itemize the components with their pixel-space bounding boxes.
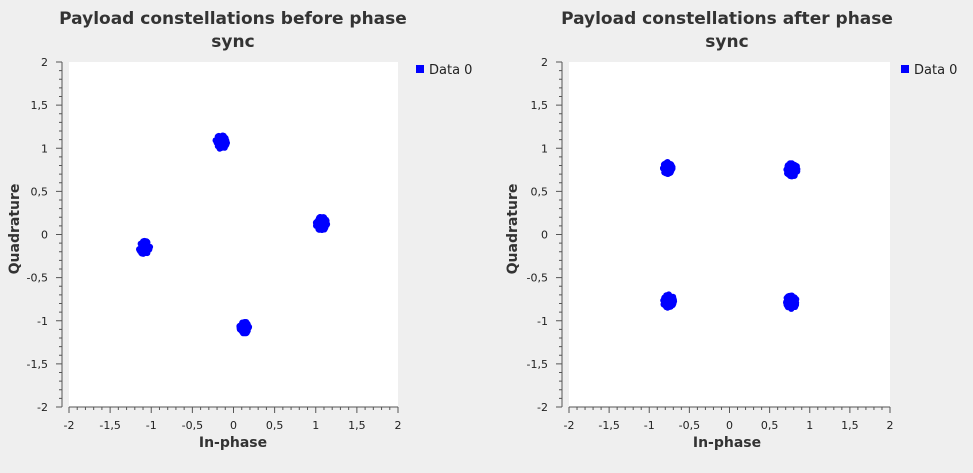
legend: Data 0 bbox=[416, 63, 472, 78]
y-tick-label: 0 bbox=[541, 229, 548, 242]
data-point bbox=[661, 294, 668, 301]
y-tick-label: -2 bbox=[537, 401, 548, 414]
x-tick-label: 0,5 bbox=[266, 419, 284, 432]
x-tick-label: 2 bbox=[395, 419, 402, 432]
y-tick-label: 0 bbox=[41, 229, 48, 242]
y-axis: -2 -1,5 -1 -0,5 0 0,5 1 1,5 2 bbox=[527, 56, 563, 414]
y-axis-label: Quadrature bbox=[505, 184, 521, 275]
legend: Data 0 bbox=[901, 63, 957, 78]
data-points-group bbox=[660, 159, 801, 312]
constellation-cluster bbox=[660, 291, 678, 311]
x-tick-label: 0,5 bbox=[761, 419, 779, 432]
data-point bbox=[323, 217, 330, 224]
y-tick-label: -2 bbox=[37, 401, 48, 414]
data-point bbox=[785, 170, 792, 178]
data-point bbox=[317, 224, 324, 231]
plot-area bbox=[69, 62, 398, 407]
data-point bbox=[662, 166, 669, 173]
x-axis: -2 -1,5 -1 -0,5 0 0,5 1 1,5 2 bbox=[564, 406, 894, 432]
x-tick-label: 2 bbox=[887, 419, 894, 432]
y-tick-label: -0,5 bbox=[527, 272, 548, 285]
x-tick-label: -1,5 bbox=[99, 419, 120, 432]
x-tick-label: 1,5 bbox=[841, 419, 859, 432]
y-tick-label: -1 bbox=[537, 315, 548, 328]
data-point bbox=[790, 172, 798, 179]
x-axis-label: In-phase bbox=[199, 435, 267, 451]
data-point bbox=[136, 246, 143, 253]
chart-title-line-1: Payload constellations before phase bbox=[59, 9, 407, 29]
constellation-cluster bbox=[312, 214, 331, 233]
y-tick-label: 1 bbox=[541, 142, 548, 155]
chart-before-phase-sync: Payload constellations before phase sync… bbox=[7, 9, 472, 451]
constellation-cluster bbox=[783, 292, 800, 312]
x-axis-label: In-phase bbox=[693, 435, 761, 451]
constellation-cluster bbox=[212, 132, 230, 152]
data-point bbox=[664, 160, 671, 168]
constellation-cluster bbox=[136, 237, 154, 257]
x-tick-label: -1 bbox=[146, 419, 157, 432]
legend-label: Data 0 bbox=[914, 63, 957, 78]
data-point bbox=[786, 296, 794, 303]
constellation-cluster bbox=[660, 159, 676, 177]
data-point bbox=[216, 144, 223, 151]
y-tick-label: -1,5 bbox=[27, 358, 48, 371]
x-tick-label: 0 bbox=[726, 419, 733, 432]
plot-area bbox=[569, 62, 890, 407]
legend-marker bbox=[901, 65, 909, 73]
data-point bbox=[788, 160, 796, 167]
x-tick-label: -2 bbox=[64, 419, 75, 432]
chart-title-line-2: sync bbox=[211, 32, 254, 52]
y-tick-label: -1,5 bbox=[527, 358, 548, 371]
legend-marker bbox=[416, 65, 424, 73]
data-point bbox=[142, 247, 149, 255]
y-tick-label: 0,5 bbox=[531, 185, 549, 198]
chart-title-line-2: sync bbox=[705, 32, 748, 52]
x-tick-label: 1,5 bbox=[348, 419, 366, 432]
y-tick-label: 2 bbox=[41, 56, 48, 69]
data-point bbox=[785, 301, 792, 309]
x-tick-label: -1,5 bbox=[598, 419, 619, 432]
chart-after-phase-sync: Payload constellations after phase sync … bbox=[505, 9, 957, 451]
y-axis: -2 -1,5 -1 -0,5 0 0,5 1 1,5 2 bbox=[27, 56, 63, 414]
y-axis-label: Quadrature bbox=[7, 184, 23, 275]
y-tick-label: 1,5 bbox=[31, 99, 49, 112]
x-tick-label: -0,5 bbox=[182, 419, 203, 432]
y-tick-label: 1 bbox=[41, 142, 48, 155]
x-tick-label: -2 bbox=[564, 419, 575, 432]
x-axis: -2 -1,5 -1 -0,5 0 0,5 1 1,5 2 bbox=[64, 406, 402, 432]
y-tick-label: 2 bbox=[541, 56, 548, 69]
data-point bbox=[142, 240, 150, 247]
data-point bbox=[661, 300, 668, 307]
legend-label: Data 0 bbox=[429, 63, 472, 78]
data-point bbox=[218, 136, 225, 144]
constellation-cluster bbox=[783, 160, 801, 180]
y-tick-label: 1,5 bbox=[531, 99, 549, 112]
x-tick-label: -0,5 bbox=[679, 419, 700, 432]
y-tick-label: -1 bbox=[37, 315, 48, 328]
constellation-cluster bbox=[236, 319, 253, 337]
y-tick-label: -0,5 bbox=[27, 272, 48, 285]
y-tick-label: 0,5 bbox=[31, 185, 49, 198]
chart-title-line-1: Payload constellations after phase bbox=[561, 9, 893, 29]
data-points-group bbox=[136, 132, 331, 337]
x-tick-label: -1 bbox=[644, 419, 655, 432]
x-tick-label: 1 bbox=[312, 419, 319, 432]
data-point bbox=[239, 323, 247, 331]
data-point bbox=[670, 298, 678, 305]
x-tick-label: 1 bbox=[806, 419, 813, 432]
x-tick-label: 0 bbox=[230, 419, 237, 432]
